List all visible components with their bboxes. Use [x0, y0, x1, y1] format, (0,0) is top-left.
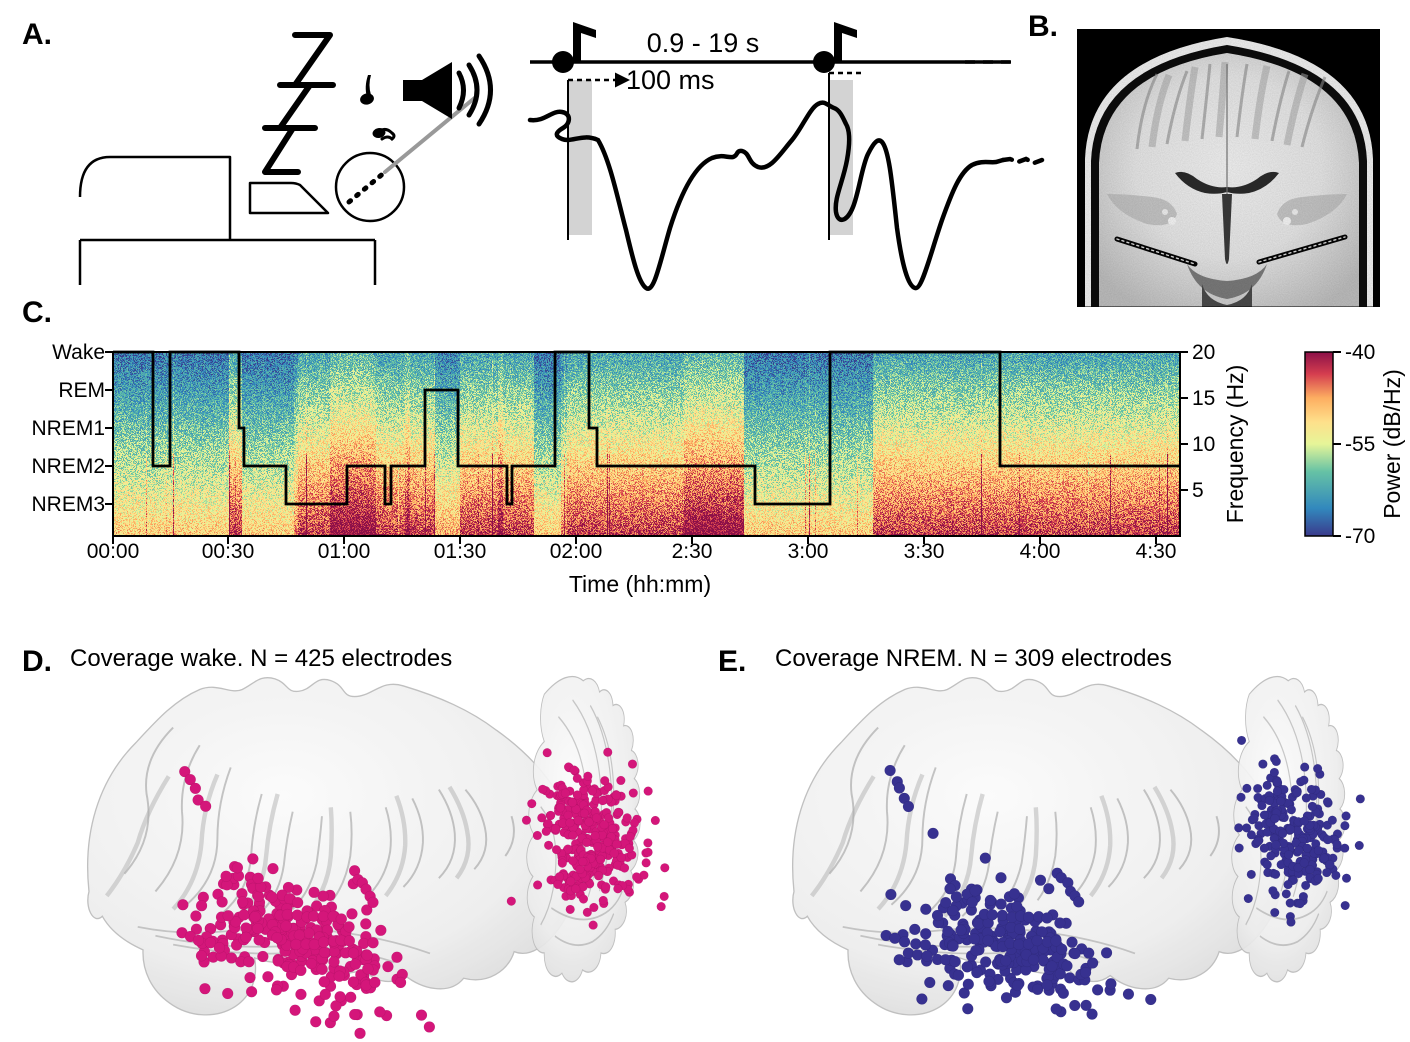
svg-text:NREM2: NREM2 — [31, 455, 105, 478]
svg-text:REM: REM — [58, 379, 105, 402]
svg-text:Frequency (Hz): Frequency (Hz) — [1222, 365, 1248, 523]
svg-text:-40: -40 — [1345, 341, 1375, 364]
svg-text:0.9 - 19 s: 0.9 - 19 s — [647, 28, 760, 58]
svg-text:Wake: Wake — [52, 341, 105, 364]
svg-text:Power (dB/Hz): Power (dB/Hz) — [1379, 369, 1405, 519]
svg-text:5: 5 — [1192, 479, 1204, 502]
svg-text:Time (hh:mm): Time (hh:mm) — [569, 571, 711, 597]
svg-text:-55: -55 — [1345, 433, 1375, 456]
svg-text:15: 15 — [1192, 387, 1215, 410]
svg-text:20: 20 — [1192, 341, 1215, 364]
svg-text:NREM3: NREM3 — [31, 493, 105, 516]
svg-text:-70: -70 — [1345, 525, 1375, 548]
svg-text:NREM1: NREM1 — [31, 417, 105, 440]
svg-text:10: 10 — [1192, 433, 1215, 456]
svg-text:100 ms: 100 ms — [626, 65, 715, 95]
